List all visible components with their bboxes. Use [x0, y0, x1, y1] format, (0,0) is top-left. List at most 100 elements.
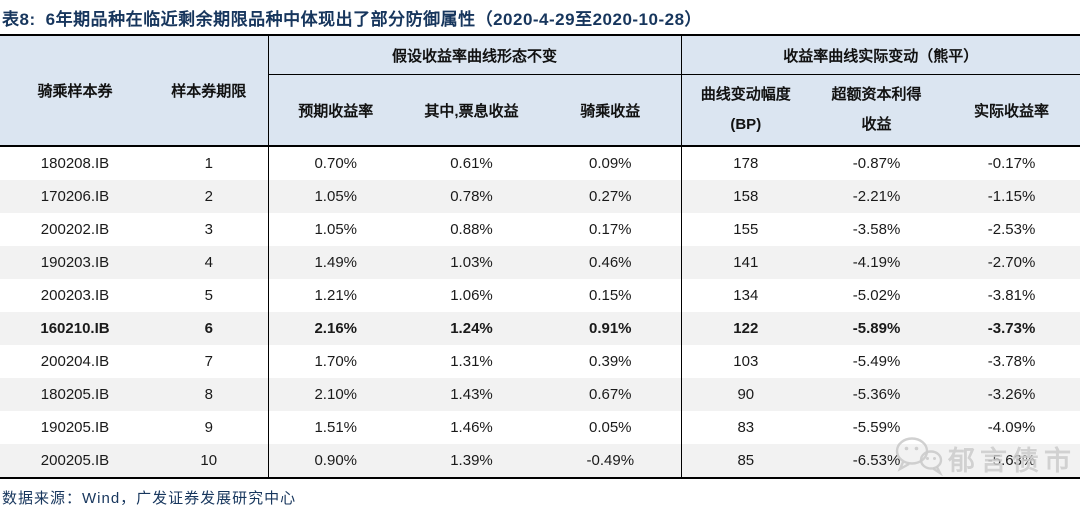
cell-excess-gain: -5.89% [852, 320, 901, 337]
cell-expected-yield: 0.90% [267, 444, 403, 478]
cell-excess-gain: -6.53% [852, 452, 901, 469]
cell-excess-gain: -5.02% [852, 287, 901, 304]
cell-excess-gain: -2.21% [852, 188, 901, 205]
cell-bond-code: 200204.IB [40, 353, 110, 370]
header-riding-return: 骑乘收益 [580, 102, 641, 120]
data-source-note: 数据来源：Wind，广发证券发展研究中心 [2, 490, 297, 505]
header-curve-change-line1: 曲线变动幅度 [700, 86, 791, 103]
cell-curve-change-bp: 122 [680, 312, 811, 345]
cell-term: 8 [204, 386, 213, 403]
header-group-unchanged-curve: 假设收益率曲线形态不变 [267, 35, 682, 75]
cell-actual-yield: -5.63% [987, 452, 1036, 469]
cell-riding-return: 0.17% [588, 221, 632, 238]
header-coupon-income: 其中,票息收益 [424, 102, 519, 120]
cell-bond-code: 200202.IB [40, 221, 110, 238]
cell-bond-code: 170206.IB [40, 188, 110, 205]
cell-actual-yield: -3.81% [987, 287, 1036, 304]
sub-header-row: 预期收益率 其中,票息收益 骑乘收益 曲线变动幅度 (BP) 超额资本利得 收益… [0, 74, 1080, 147]
cell-curve-change-bp: 155 [680, 213, 811, 246]
cell-term: 9 [204, 419, 213, 436]
cell-term: 3 [204, 221, 213, 238]
cell-coupon-income: 1.31% [450, 353, 493, 370]
table-row: 200205.IB 10 0.90% 1.39% -0.49% 85 -6.53… [0, 444, 1080, 478]
cell-curve-change-bp: 83 [680, 411, 811, 444]
table-title: 表8: 6年期品种在临近剩余期限品种中体现出了部分防御属性（2020-4-29至2… [0, 0, 1080, 34]
cell-actual-yield: -3.26% [987, 386, 1036, 403]
cell-actual-yield: -2.70% [987, 254, 1036, 271]
cell-curve-change-bp: 90 [680, 378, 811, 411]
cell-bond-code: 190205.IB [40, 419, 110, 436]
cell-riding-return: -0.49% [586, 452, 635, 469]
cell-term: 1 [204, 155, 213, 172]
cell-term: 10 [200, 452, 218, 469]
header-sample-bond: 骑乘样本券 [37, 83, 113, 100]
cell-riding-return: 0.67% [588, 386, 632, 403]
cell-bond-code: 190203.IB [40, 254, 110, 271]
cell-actual-yield: -2.53% [987, 221, 1036, 238]
cell-expected-yield: 1.05% [267, 180, 403, 213]
cell-coupon-income: 1.06% [450, 287, 493, 304]
cell-term: 6 [204, 320, 213, 337]
cell-curve-change-bp: 85 [680, 444, 811, 478]
cell-coupon-income: 1.03% [450, 254, 493, 271]
cell-riding-return: 0.46% [588, 254, 632, 271]
cell-riding-return: 0.05% [588, 419, 632, 436]
header-term: 样本券期限 [171, 83, 247, 100]
cell-coupon-income: 1.43% [450, 386, 493, 403]
bond-riding-table: 骑乘样本券 样本券期限 假设收益率曲线形态不变 收益率曲线实际变动（熊平） 预期… [0, 34, 1080, 479]
header-excess-gain-line1: 超额资本利得 [831, 86, 922, 103]
cell-expected-yield: 1.51% [267, 411, 403, 444]
cell-bond-code: 200203.IB [40, 287, 110, 304]
header-actual-yield: 实际收益率 [974, 102, 1050, 120]
cell-expected-yield: 0.70% [267, 146, 403, 180]
header-excess-capital-gain: 超额资本利得 收益 [810, 75, 943, 147]
cell-coupon-income: 0.61% [450, 155, 493, 172]
cell-actual-yield: -1.15% [987, 188, 1036, 205]
cell-riding-return: 0.27% [588, 188, 632, 205]
cell-curve-change-bp: 103 [680, 345, 811, 378]
table-row: 190205.IB 9 1.51% 1.46% 0.05% 83 -5.59% … [0, 411, 1080, 444]
cell-excess-gain: -4.19% [852, 254, 901, 271]
table-row: 200203.IB 5 1.21% 1.06% 0.15% 134 -5.02%… [0, 279, 1080, 312]
table-row: 180205.IB 8 2.10% 1.43% 0.67% 90 -5.36% … [0, 378, 1080, 411]
table-title-text: 6年期品种在临近剩余期限品种中体现出了部分防御属性（2020-4-29至2020… [45, 10, 703, 29]
cell-coupon-income: 1.24% [450, 320, 493, 337]
cell-bond-code: 180208.IB [40, 155, 110, 172]
cell-riding-return: 0.91% [588, 320, 632, 337]
cell-actual-yield: -3.78% [987, 353, 1036, 370]
header-excess-gain-line2: 收益 [861, 116, 892, 133]
cell-excess-gain: -5.49% [852, 353, 901, 370]
cell-coupon-income: 1.46% [450, 419, 493, 436]
cell-bond-code: 200205.IB [40, 452, 110, 469]
table-row: 200204.IB 7 1.70% 1.31% 0.39% 103 -5.49%… [0, 345, 1080, 378]
table-header: 骑乘样本券 样本券期限 假设收益率曲线形态不变 收益率曲线实际变动（熊平） 预期… [0, 35, 1080, 146]
cell-coupon-income: 1.39% [450, 452, 493, 469]
cell-curve-change-bp: 134 [680, 279, 811, 312]
cell-excess-gain: -3.58% [852, 221, 901, 238]
header-expected-yield: 预期收益率 [267, 74, 403, 146]
cell-bond-code: 160210.IB [40, 320, 110, 337]
table-row: 170206.IB 2 1.05% 0.78% 0.27% 158 -2.21%… [0, 180, 1080, 213]
table-row-highlighted-6yr: 160210.IB 6 2.16% 1.24% 0.91% 122 -5.89%… [0, 312, 1080, 345]
cell-expected-yield: 1.05% [267, 213, 403, 246]
group-header-row: 骑乘样本券 样本券期限 假设收益率曲线形态不变 收益率曲线实际变动（熊平） [0, 35, 1080, 100]
header-group-actual-curve-move: 收益率曲线实际变动（熊平） [680, 35, 1080, 75]
header-curve-change-line2: (BP) [730, 116, 762, 133]
cell-expected-yield: 2.10% [267, 378, 403, 411]
cell-bond-code: 180205.IB [40, 386, 110, 403]
cell-coupon-income: 0.78% [450, 188, 493, 205]
cell-excess-gain: -5.36% [852, 386, 901, 403]
table-body: 180208.IB 1 0.70% 0.61% 0.09% 178 -0.87%… [0, 146, 1080, 478]
cell-coupon-income: 0.88% [450, 221, 493, 238]
cell-expected-yield: 1.70% [267, 345, 403, 378]
cell-term: 5 [204, 287, 213, 304]
cell-term: 4 [204, 254, 213, 271]
table-row: 190203.IB 4 1.49% 1.03% 0.46% 141 -4.19%… [0, 246, 1080, 279]
cell-term: 2 [204, 188, 213, 205]
cell-curve-change-bp: 141 [680, 246, 811, 279]
table-row: 200202.IB 3 1.05% 0.88% 0.17% 155 -3.58%… [0, 213, 1080, 246]
cell-term: 7 [204, 353, 213, 370]
cell-actual-yield: -3.73% [987, 320, 1036, 337]
cell-riding-return: 0.09% [588, 155, 632, 172]
